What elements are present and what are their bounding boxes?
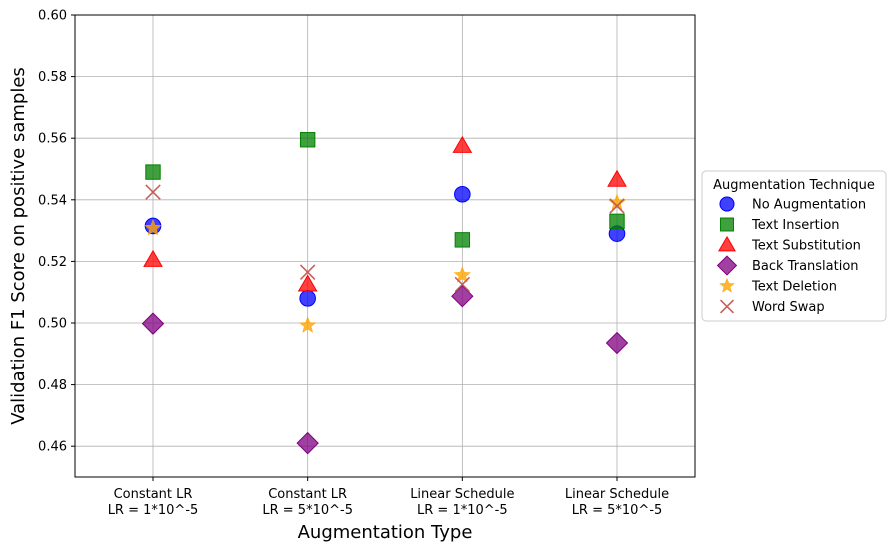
- x-tick-label-line1: Constant LR: [114, 487, 193, 502]
- point-text-deletion: [453, 266, 472, 283]
- point-text-substitution: [607, 169, 627, 187]
- point-word-swap: [145, 184, 161, 200]
- point-back-translation: [451, 284, 474, 308]
- y-tick-label: 0.50: [38, 317, 67, 332]
- legend-title: Augmentation Technique: [713, 178, 875, 193]
- legend-marker-no-augmentation: [719, 196, 735, 212]
- legend-entry-word-swap: Word Swap: [752, 300, 825, 315]
- y-tick-label: 0.60: [38, 9, 67, 24]
- legend-entry-text-substitution: Text Substitution: [751, 239, 861, 254]
- x-tick-label-line2: LR = 1*10^-5: [108, 503, 199, 518]
- point-no-augmentation: [454, 185, 471, 203]
- legend-entry-text-insertion: Text Insertion: [751, 218, 840, 233]
- point-word-swap: [609, 198, 625, 214]
- legend-entry-text-deletion: Text Deletion: [751, 280, 837, 295]
- point-text-insertion: [299, 132, 316, 148]
- legend-entry-back-translation: Back Translation: [752, 259, 859, 274]
- legend-marker-text-insertion: [720, 217, 734, 232]
- point-text-insertion: [454, 232, 471, 248]
- point-word-swap: [299, 264, 316, 280]
- point-text-insertion: [145, 164, 161, 180]
- legend-marker-back-translation: [716, 255, 738, 276]
- legend-marker-text-deletion: [719, 277, 735, 293]
- y-tick-label: 0.56: [38, 132, 67, 147]
- x-tick-label-line2: LR = 1*10^-5: [417, 503, 508, 518]
- point-text-deletion: [298, 316, 317, 333]
- legend-marker-text-substitution: [718, 235, 736, 252]
- legend-box: [701, 170, 887, 322]
- grid-lines: [75, 14, 695, 477]
- legend-entry-no-augmentation: No Augmentation: [752, 198, 866, 213]
- point-text-substitution: [452, 135, 473, 153]
- x-tick-label-line1: Linear Schedule: [565, 487, 669, 502]
- x-tick-label-line2: LR = 5*10^-5: [572, 503, 663, 518]
- x-tick-label-line1: Constant LR: [268, 487, 347, 502]
- point-word-swap: [454, 276, 471, 293]
- data-points: [141, 132, 629, 455]
- y-tick-label: 0.48: [38, 378, 67, 393]
- point-back-translation: [605, 331, 629, 355]
- point-text-substitution: [297, 274, 318, 292]
- point-text-substitution: [143, 249, 163, 267]
- point-text-insertion: [609, 213, 625, 230]
- point-back-translation: [296, 431, 319, 455]
- x-axis-label: Augmentation Type: [298, 522, 473, 543]
- y-tick-label: 0.46: [38, 440, 67, 455]
- y-tick-label: 0.52: [38, 255, 67, 270]
- legend: Augmentation Technique No Augmentation Te…: [701, 170, 887, 322]
- y-axis-ticks: 0.46 0.48 0.50 0.52 0.54 0.56 0.58 0.60: [38, 9, 75, 455]
- point-no-augmentation: [299, 290, 316, 307]
- point-text-deletion: [144, 218, 162, 236]
- point-back-translation: [141, 312, 165, 335]
- x-tick-label-line2: LR = 5*10^-5: [262, 503, 353, 518]
- legend-marker-word-swap: [719, 299, 735, 314]
- y-tick-label: 0.58: [38, 70, 67, 85]
- y-axis-label: Validation F1 Score on positive samples: [8, 67, 29, 425]
- plot-frame: [74, 14, 696, 478]
- x-tick-label-line1: Linear Schedule: [410, 487, 514, 502]
- y-tick-label: 0.54: [38, 193, 67, 208]
